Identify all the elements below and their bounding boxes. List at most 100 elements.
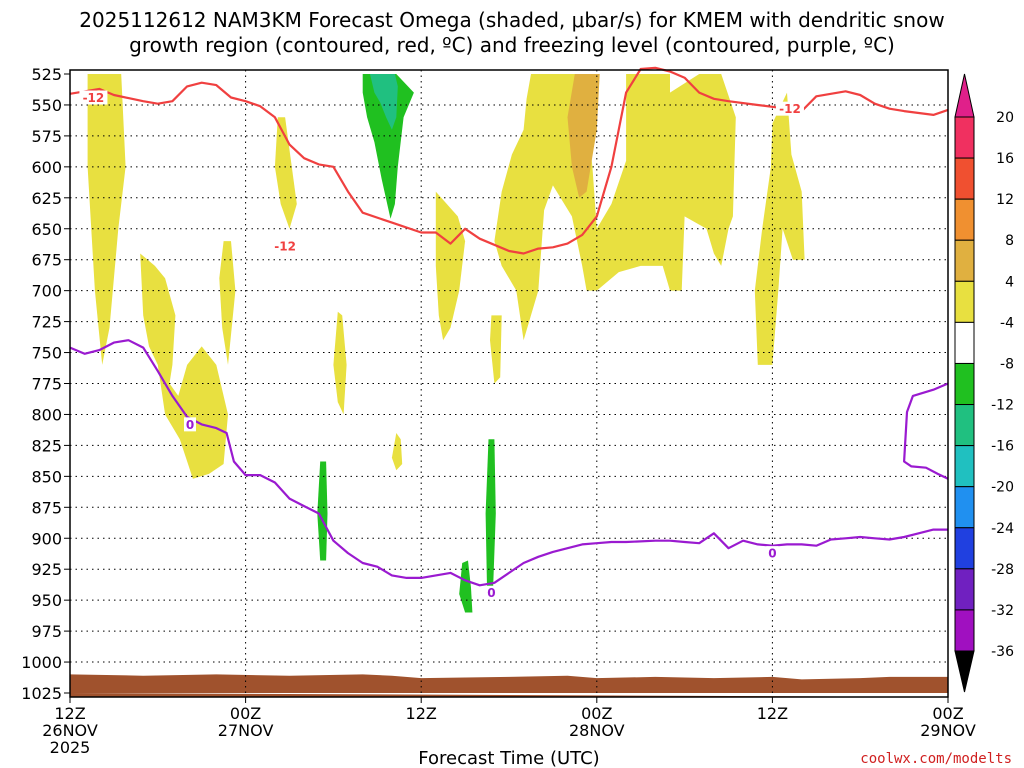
colorbar-bin-8 <box>954 445 975 488</box>
contour-lines <box>69 66 949 587</box>
colorbar-label-6: -8 <box>1000 356 1014 372</box>
y-tick-label-525: 525 <box>31 65 62 84</box>
contour-label-bg <box>485 585 498 600</box>
y-tick-label-800: 800 <box>31 405 62 424</box>
colorbar-label-8: -16 <box>991 439 1014 455</box>
colorbar-bin-12 <box>954 609 975 652</box>
x-tick-label-0-0: 12Z <box>54 704 85 723</box>
colorbar-label-3: 8 <box>1005 233 1014 249</box>
terrain-fill <box>70 674 948 697</box>
colorbar-top-arrow <box>954 73 975 118</box>
y-tick-label-675: 675 <box>31 251 62 270</box>
colorbar-label-11: -28 <box>991 562 1014 578</box>
x-tick-label-0-1: 26NOV <box>42 721 98 740</box>
y-tick-label-875: 875 <box>31 498 62 517</box>
plot-area: -12 -12 -12 0 0 0 <box>69 66 949 698</box>
x-tick-label-0-2: 2025 <box>50 738 91 757</box>
x-tick-label-2-0: 12Z <box>406 704 437 723</box>
colorbar-label-10: -24 <box>991 521 1014 537</box>
colorbar-label-13: -36 <box>991 644 1014 660</box>
contour-line-0 <box>69 66 949 255</box>
y-tick-label-850: 850 <box>31 467 62 486</box>
omega-region-0 <box>87 74 126 365</box>
colorbar-bin-5 <box>954 321 975 364</box>
contour-label-1-0: 0 <box>186 418 194 432</box>
contour-label-bg <box>775 101 804 116</box>
omega-region-15 <box>485 439 496 594</box>
colorbar-bottom-arrow <box>954 650 975 693</box>
colorbar-label-7: -12 <box>991 398 1014 414</box>
x-tick-label-5-1: 29NOV <box>920 721 976 740</box>
colorbar-bin-11 <box>954 568 975 611</box>
colorbar: 20 16 12 8 4 -4 -8 -12 -16 -20 -24 -28 -32 -36 <box>954 73 1014 693</box>
chart-title-line1: 2025112612 NAM3KM Forecast Omega (shaded… <box>79 8 944 32</box>
omega-region-4 <box>333 311 347 415</box>
y-tick-label-1025: 1025 <box>21 684 62 703</box>
y-tick-label-1000: 1000 <box>21 653 62 672</box>
colorbar-label-0: 20 <box>996 110 1014 126</box>
omega-region-14 <box>459 560 473 613</box>
colorbar-bin-4 <box>954 280 975 323</box>
omega-region-6 <box>435 191 466 341</box>
omega-region-1 <box>140 253 228 479</box>
x-axis-label: Forecast Time (UTC) <box>418 748 599 768</box>
y-tick-label-700: 700 <box>31 282 62 301</box>
y-tick-label-775: 775 <box>31 375 62 394</box>
x-tick-label-4-0: 12Z <box>757 704 788 723</box>
colorbar-bin-0 <box>954 116 975 159</box>
omega-region-8 <box>494 74 736 341</box>
contour-label-bg <box>79 90 108 105</box>
terrain-layer <box>70 674 948 697</box>
colorbar-label-1: 16 <box>996 151 1014 167</box>
colorbar-label-12: -32 <box>991 603 1014 619</box>
y-tick-label-625: 625 <box>31 189 62 208</box>
colorbar-label-2: 12 <box>996 192 1014 208</box>
omega-region-5 <box>391 433 403 471</box>
y-tick-label-650: 650 <box>31 220 62 239</box>
omega-region-2 <box>274 117 297 229</box>
y-tick-label-900: 900 <box>31 529 62 548</box>
omega-region-9 <box>567 74 600 198</box>
omega-region-13 <box>317 461 328 561</box>
colorbar-label-9: -20 <box>991 480 1014 496</box>
y-axis: 525 550 575 600 625 650 675 700 725 750 775 800 825 8… <box>21 65 70 703</box>
y-tick-label-750: 750 <box>31 344 62 363</box>
x-tick-label-3-1: 28NOV <box>569 721 625 740</box>
colorbar-bin-2 <box>954 198 975 241</box>
omega-region-7 <box>490 315 502 384</box>
colorbar-bin-6 <box>954 362 975 406</box>
x-tick-label-3-0: 00Z <box>581 704 612 723</box>
credit-text: coolwx.com/modelts <box>860 751 1012 767</box>
x-tick-label-5-0: 00Z <box>932 704 963 723</box>
contour-label-1-2: 0 <box>768 547 776 561</box>
y-tick-label-925: 925 <box>31 560 62 579</box>
contour-label-1-1: 0 <box>487 586 495 600</box>
contour-line-1 <box>69 339 948 587</box>
contour-labels: -12 -12 -12 0 0 0 <box>79 90 804 600</box>
contour-line-2 <box>902 382 949 480</box>
colorbar-label-4: 4 <box>1005 274 1014 290</box>
contour-label-bg <box>766 546 779 561</box>
x-tick-label-1-1: 27NOV <box>218 721 274 740</box>
x-tick-label-1-0: 00Z <box>230 704 261 723</box>
colorbar-bin-7 <box>954 404 975 447</box>
colorbar-bin-9 <box>954 486 975 529</box>
contour-label-0-1: -12 <box>274 240 296 254</box>
y-tick-label-600: 600 <box>31 158 62 177</box>
colorbar-label-5: -4 <box>1000 315 1014 331</box>
contour-label-bg <box>183 417 196 432</box>
contour-label-0-0: -12 <box>83 91 105 105</box>
chart-title-line2: growth region (contoured, red, ºC) and f… <box>129 33 895 57</box>
colorbar-bin-1 <box>954 157 975 200</box>
contour-label-bg <box>271 239 300 254</box>
omega-region-3 <box>219 241 236 365</box>
colorbar-bin-10 <box>954 527 975 570</box>
y-tick-label-975: 975 <box>31 622 62 641</box>
omega-region-12 <box>370 74 398 130</box>
y-tick-label-825: 825 <box>31 436 62 455</box>
contour-label-0-2: -12 <box>779 102 801 116</box>
y-tick-label-575: 575 <box>31 127 62 146</box>
y-tick-label-725: 725 <box>31 313 62 332</box>
